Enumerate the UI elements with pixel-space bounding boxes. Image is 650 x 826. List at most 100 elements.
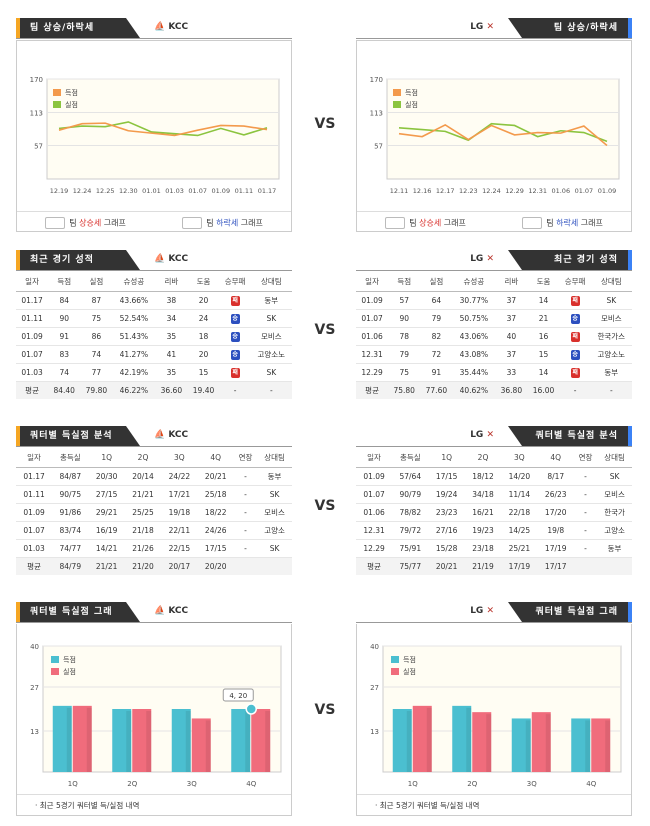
column-header: 2Q xyxy=(124,448,162,468)
table-cell: 37 xyxy=(495,309,528,328)
column-header: 4Q xyxy=(197,448,234,468)
x-tick-label: 12.31 xyxy=(528,187,547,195)
table-cell: 35 xyxy=(155,363,188,382)
table-cell: 91 xyxy=(420,363,453,382)
table-cell: SK xyxy=(250,363,292,382)
up-graph-icon xyxy=(385,216,406,229)
table-cell: - xyxy=(559,381,591,399)
section-title: 쿼터별 득실점 분석 xyxy=(508,426,632,446)
bar-shade xyxy=(525,720,531,772)
table-cell: 19/18 xyxy=(161,503,198,522)
table-cell: 한국가 xyxy=(597,503,632,522)
legend-swatch xyxy=(391,668,399,675)
table-cell: 01.07 xyxy=(16,345,49,364)
table-cell: 14/25 xyxy=(501,521,538,540)
table-cell: 19/8 xyxy=(537,521,574,540)
table-cell: 90 xyxy=(48,309,81,328)
table-cell: 17/20 xyxy=(537,503,574,522)
team-name: LG ✕ xyxy=(470,430,494,440)
lg-quarter-graph-panel: 쿼터별 득실점 그래프 LG ✕ 40 27 13 1Q 2Q 3Q 4Q 득점 실점 · 최근… xyxy=(356,602,632,816)
legend-up: 팀 상승세 그래프 xyxy=(45,216,126,229)
table-cell: 75.80 xyxy=(388,381,421,399)
table-row: 01.03 74 77 42.19% 35 15 패 SK xyxy=(16,363,292,382)
table-cell: - xyxy=(233,521,258,540)
table-cell: 21/19 xyxy=(464,557,502,575)
table-cell: - xyxy=(233,485,258,504)
table-cell: 고양소노 xyxy=(590,345,632,364)
x-tick-label: 12.29 xyxy=(505,187,524,195)
legend-swatch xyxy=(393,89,401,96)
table-cell: 21/20 xyxy=(124,557,162,575)
panel-header: 팀 상승/하락세 ⛵ KCC xyxy=(16,18,292,40)
table-cell: 79.80 xyxy=(80,381,113,399)
team-logo-icon: ✕ xyxy=(486,22,494,32)
table-cell: 87 xyxy=(80,291,113,310)
panel-header: 쿼터별 득실점 그래프 ⛵ KCC xyxy=(16,602,292,637)
column-header: 도움 xyxy=(527,272,560,292)
x-tick-label: 3Q xyxy=(527,780,537,788)
table-cell: 01.11 xyxy=(16,309,49,328)
bar xyxy=(251,709,271,772)
table-cell: 51.43% xyxy=(112,327,156,346)
table-cell: 41 xyxy=(155,345,188,364)
lg-results-panel: 최근 경기 성적 LG ✕ 일자 득점 실점 슈성공 리바 도움 승무패 상대팀 01.09 5… xyxy=(356,250,632,399)
table-cell: 33 xyxy=(495,363,528,382)
table-cell: - xyxy=(233,503,258,522)
quarter-table: 일자 총득실 1Q 2Q 3Q 4Q 연장 상대팀 01.17 84/87 20/30 20/14 2… xyxy=(16,448,292,575)
table-cell: 19/23 xyxy=(464,521,502,540)
column-header: 리바 xyxy=(155,272,188,292)
table-row: 12.29 75 91 35.44% 33 14 패 동부 xyxy=(356,363,632,382)
table-cell xyxy=(233,557,258,575)
table-cell: - xyxy=(250,381,292,399)
kcc-quarter-graph-panel: 쿼터별 득실점 그래프 ⛵ KCC 40 27 13 1Q 2Q 3Q 4Q 득점 실점 4, 2… xyxy=(16,602,292,816)
table-cell: 74 xyxy=(80,345,113,364)
table-row: 01.09 57/64 17/15 18/12 14/20 8/17- SK xyxy=(356,467,632,486)
loss-badge: 패 xyxy=(570,367,580,378)
team-logo-icon: ⛵ xyxy=(154,430,166,440)
table-cell: 74 xyxy=(48,363,81,382)
table-cell: 83/74 xyxy=(52,521,89,540)
table-cell: 14/21 xyxy=(88,539,125,558)
table-cell: 21/26 xyxy=(124,539,162,558)
table-cell: SK xyxy=(597,467,632,486)
bar-shade xyxy=(265,711,271,772)
table-cell: 21/18 xyxy=(124,521,162,540)
x-tick-label: 01.07 xyxy=(188,187,207,195)
bar xyxy=(511,718,531,772)
table-cell: 20 xyxy=(187,345,220,364)
team-logo-icon: ⛵ xyxy=(154,22,166,32)
results-section: 최근 경기 성적 ⛵ KCC 일자 득점 실점 슈성공 리바 도움 승무패 상대팀 01.17… xyxy=(0,250,650,410)
x-tick-label: 12.11 xyxy=(390,187,409,195)
x-tick-label: 12.24 xyxy=(482,187,501,195)
table-cell: 79 xyxy=(388,345,421,364)
table-cell: 15 xyxy=(527,345,560,364)
table-row: 01.17 84 87 43.66% 38 20 패 동부 xyxy=(16,291,292,310)
y-tick-label: 40 xyxy=(30,643,39,651)
table-header-row: 일자 총득실 1Q 2Q 3Q 4Q 연장 상대팀 xyxy=(16,448,292,468)
section-title: 쿼터별 득실점 그래프 xyxy=(508,602,632,637)
column-header: 3Q xyxy=(161,448,198,468)
table-cell: SK xyxy=(590,291,632,310)
table-cell: 37 xyxy=(495,291,528,310)
table-cell: 86 xyxy=(80,327,113,346)
loss-badge: 패 xyxy=(570,295,580,306)
x-tick-label: 01.01 xyxy=(142,187,161,195)
table-cell: 75/77 xyxy=(392,557,429,575)
table-cell: 84/79 xyxy=(52,557,89,575)
panel-header: 팀 상승/하락세 LG ✕ xyxy=(356,18,632,40)
table-row: 12.29 75/91 15/28 23/18 25/21 17/19- 동부 xyxy=(356,539,632,558)
bar-shade xyxy=(146,711,152,772)
table-cell: 79/72 xyxy=(392,521,429,540)
table-cell: 24 xyxy=(187,309,220,328)
x-tick-label: 12.30 xyxy=(119,187,138,195)
table-cell: 27/16 xyxy=(428,521,465,540)
legend-swatch xyxy=(51,656,59,663)
table-cell: - xyxy=(573,503,598,522)
table-cell: 승 xyxy=(219,327,251,346)
plot-area xyxy=(46,78,280,180)
win-badge: 승 xyxy=(570,349,580,360)
table-cell xyxy=(257,557,292,575)
win-badge: 승 xyxy=(570,313,580,324)
table-cell: 46.22% xyxy=(112,381,156,399)
legend-swatch xyxy=(53,101,61,108)
